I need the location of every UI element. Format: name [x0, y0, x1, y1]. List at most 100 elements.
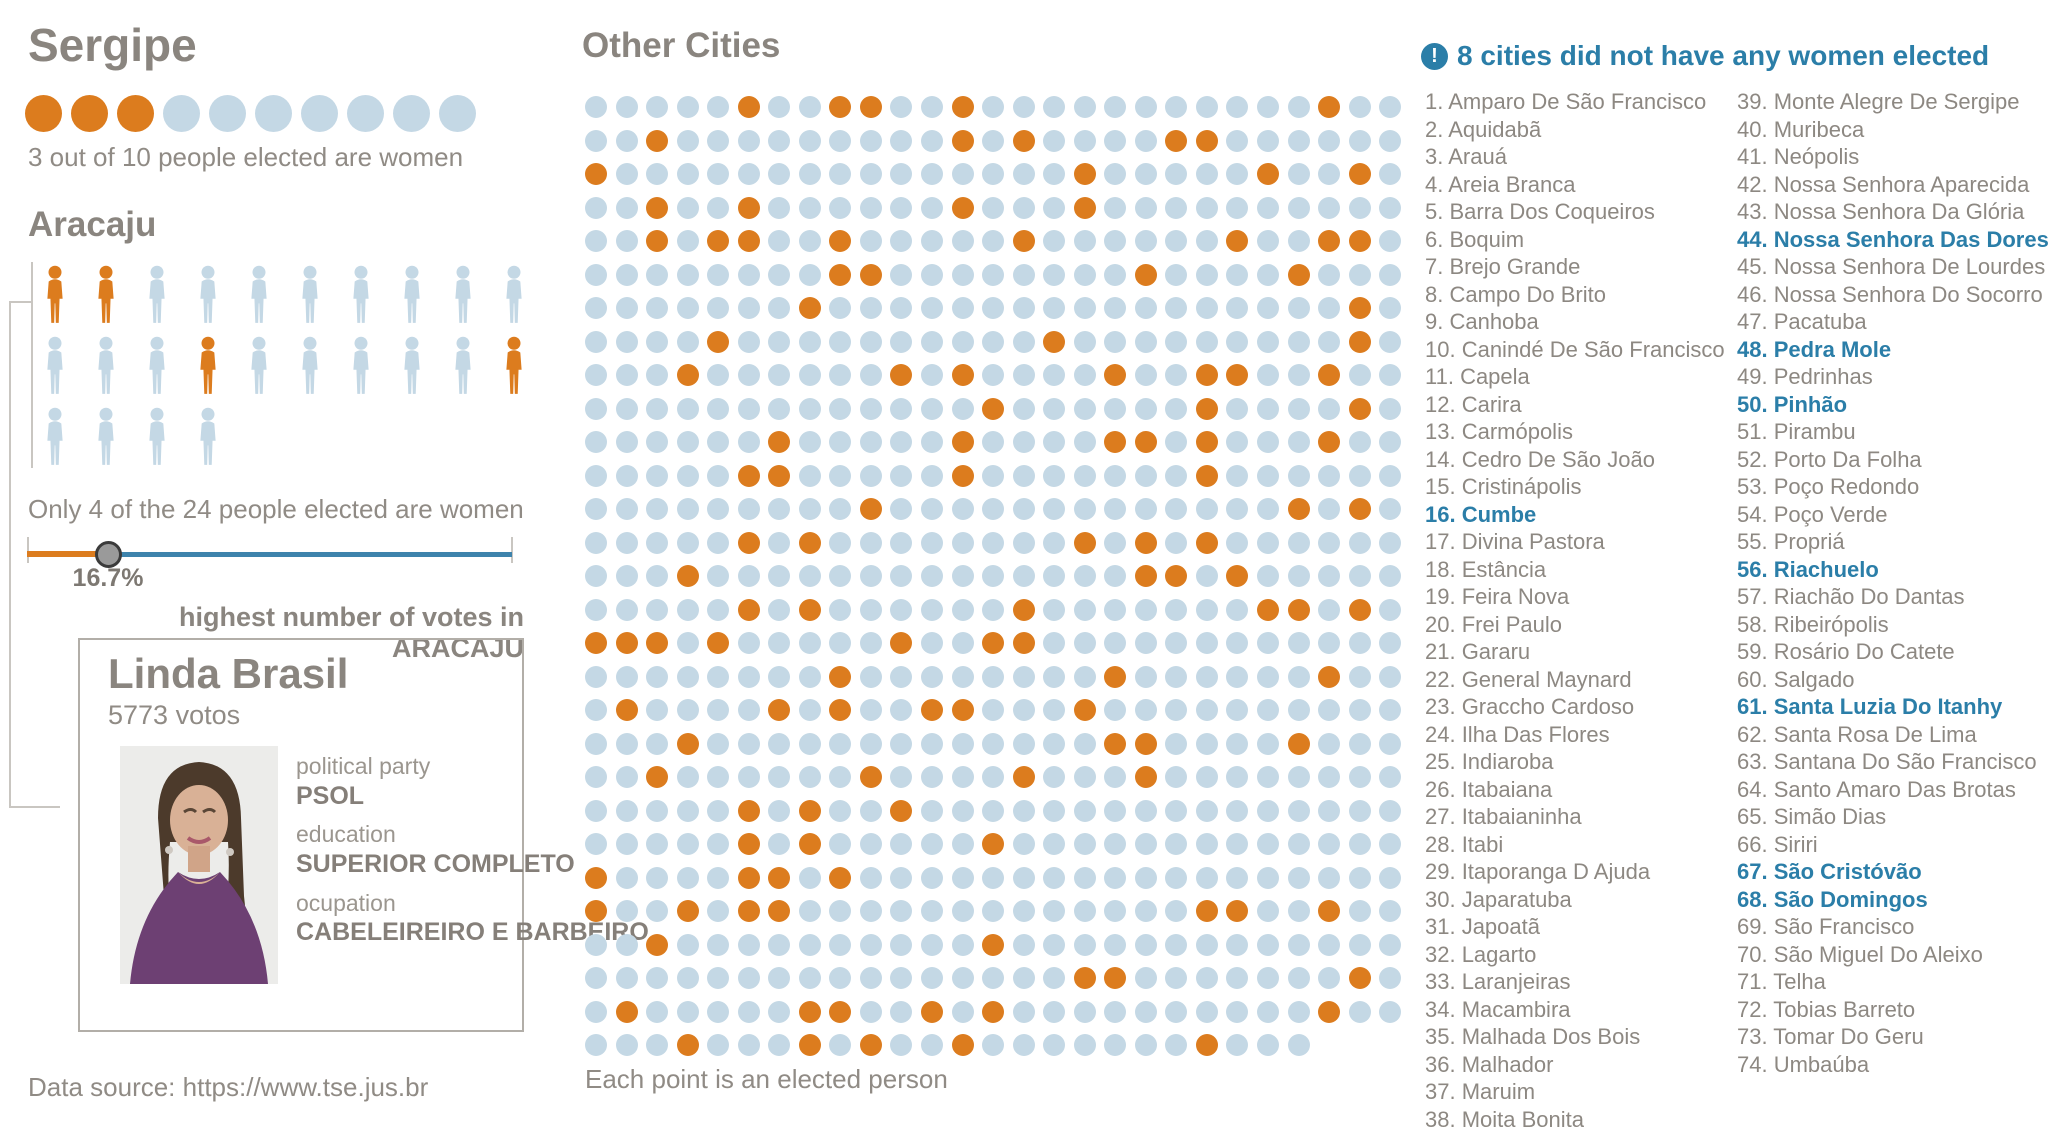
person-icon-man[interactable] [195, 264, 221, 326]
matrix-dot-man[interactable] [921, 766, 944, 788]
matrix-dot-man[interactable] [1226, 665, 1249, 688]
matrix-dot-man[interactable] [1257, 900, 1280, 922]
matrix-dot-man[interactable] [707, 1034, 730, 1056]
matrix-dot-woman[interactable] [1104, 364, 1127, 386]
matrix-dot-man[interactable] [1043, 565, 1066, 587]
matrix-dot-woman[interactable] [798, 1034, 821, 1056]
matrix-dot-man[interactable] [1257, 364, 1280, 386]
matrix-dot-man[interactable] [676, 196, 699, 219]
matrix-dot-man[interactable] [615, 230, 638, 252]
matrix-dot-man[interactable] [1012, 196, 1035, 219]
matrix-dot-man[interactable] [707, 699, 730, 721]
matrix-dot-man[interactable] [951, 163, 974, 185]
matrix-dot-woman[interactable] [798, 598, 821, 621]
matrix-dot-man[interactable] [890, 598, 913, 621]
matrix-dot-man[interactable] [1318, 732, 1341, 755]
matrix-dot-man[interactable] [1348, 565, 1371, 587]
matrix-dot-man[interactable] [1379, 933, 1402, 956]
matrix-dot-woman[interactable] [1043, 330, 1066, 353]
matrix-dot-man[interactable] [1134, 364, 1157, 386]
matrix-dot-man[interactable] [1043, 799, 1066, 822]
matrix-dot-man[interactable] [1257, 565, 1280, 587]
matrix-dot-man[interactable] [1165, 833, 1188, 855]
matrix-dot-woman[interactable] [829, 866, 852, 889]
matrix-dot-man[interactable] [1257, 297, 1280, 319]
matrix-dot-man[interactable] [1226, 632, 1249, 654]
matrix-dot-man[interactable] [1012, 364, 1035, 386]
matrix-dot-woman[interactable] [951, 96, 974, 118]
matrix-dot-man[interactable] [1318, 632, 1341, 654]
matrix-dot-man[interactable] [1073, 330, 1096, 353]
matrix-dot-man[interactable] [859, 230, 882, 252]
matrix-dot-man[interactable] [585, 1034, 607, 1056]
matrix-dot-woman[interactable] [707, 330, 730, 353]
matrix-dot-man[interactable] [1379, 397, 1402, 420]
matrix-dot-woman[interactable] [951, 364, 974, 386]
matrix-dot-woman[interactable] [982, 397, 1005, 420]
matrix-dot-man[interactable] [829, 297, 852, 319]
matrix-dot-man[interactable] [768, 96, 791, 118]
matrix-dot-man[interactable] [1195, 799, 1218, 822]
matrix-dot-woman[interactable] [921, 1000, 944, 1023]
matrix-dot-man[interactable] [1104, 297, 1127, 319]
matrix-dot-man[interactable] [1012, 297, 1035, 319]
matrix-dot-man[interactable] [1257, 1034, 1280, 1056]
matrix-dot-man[interactable] [1318, 866, 1341, 889]
matrix-dot-man[interactable] [1379, 699, 1402, 721]
matrix-dot-man[interactable] [890, 263, 913, 286]
matrix-dot-woman[interactable] [1287, 598, 1310, 621]
matrix-dot-man[interactable] [1226, 498, 1249, 520]
waffle-dot-man[interactable] [439, 95, 476, 132]
matrix-dot-man[interactable] [951, 866, 974, 889]
matrix-dot-woman[interactable] [768, 866, 791, 889]
matrix-dot-woman[interactable] [1226, 900, 1249, 922]
matrix-dot-man[interactable] [585, 732, 607, 755]
matrix-dot-man[interactable] [1348, 665, 1371, 688]
matrix-dot-woman[interactable] [798, 531, 821, 554]
matrix-dot-man[interactable] [1226, 196, 1249, 219]
matrix-dot-man[interactable] [615, 498, 638, 520]
matrix-dot-man[interactable] [615, 297, 638, 319]
matrix-dot-man[interactable] [1379, 598, 1402, 621]
matrix-dot-man[interactable] [1226, 732, 1249, 755]
matrix-dot-man[interactable] [1012, 163, 1035, 185]
matrix-dot-man[interactable] [1073, 498, 1096, 520]
matrix-dot-man[interactable] [707, 866, 730, 889]
matrix-dot-man[interactable] [1134, 598, 1157, 621]
matrix-dot-man[interactable] [707, 598, 730, 621]
matrix-dot-man[interactable] [1134, 330, 1157, 353]
matrix-dot-man[interactable] [798, 632, 821, 654]
matrix-dot-man[interactable] [1348, 1000, 1371, 1023]
matrix-dot-man[interactable] [1318, 799, 1341, 822]
matrix-dot-woman[interactable] [1073, 196, 1096, 219]
matrix-dot-man[interactable] [859, 933, 882, 956]
matrix-dot-man[interactable] [982, 866, 1005, 889]
matrix-dot-man[interactable] [921, 431, 944, 453]
matrix-dot-man[interactable] [676, 1000, 699, 1023]
matrix-dot-man[interactable] [798, 766, 821, 788]
matrix-dot-man[interactable] [1043, 498, 1066, 520]
matrix-dot-man[interactable] [1012, 732, 1035, 755]
matrix-dot-man[interactable] [1134, 1034, 1157, 1056]
matrix-dot-man[interactable] [737, 397, 760, 420]
matrix-dot-man[interactable] [1195, 230, 1218, 252]
matrix-dot-man[interactable] [921, 732, 944, 755]
matrix-dot-man[interactable] [676, 598, 699, 621]
matrix-dot-man[interactable] [1165, 799, 1188, 822]
matrix-dot-man[interactable] [859, 531, 882, 554]
matrix-dot-man[interactable] [1195, 665, 1218, 688]
matrix-dot-man[interactable] [829, 766, 852, 788]
matrix-dot-man[interactable] [768, 665, 791, 688]
matrix-dot-woman[interactable] [1073, 967, 1096, 989]
matrix-dot-woman[interactable] [737, 598, 760, 621]
city-list-item-no-women[interactable]: 44. Nossa Senhora Das Dores [1737, 226, 2048, 252]
matrix-dot-man[interactable] [1104, 230, 1127, 252]
matrix-dot-man[interactable] [1165, 1000, 1188, 1023]
matrix-dot-man[interactable] [615, 431, 638, 453]
matrix-dot-man[interactable] [676, 129, 699, 152]
matrix-dot-man[interactable] [1318, 263, 1341, 286]
person-icon-woman[interactable] [195, 335, 221, 397]
matrix-dot-man[interactable] [1195, 498, 1218, 520]
matrix-dot-man[interactable] [707, 967, 730, 989]
matrix-dot-man[interactable] [1012, 1034, 1035, 1056]
